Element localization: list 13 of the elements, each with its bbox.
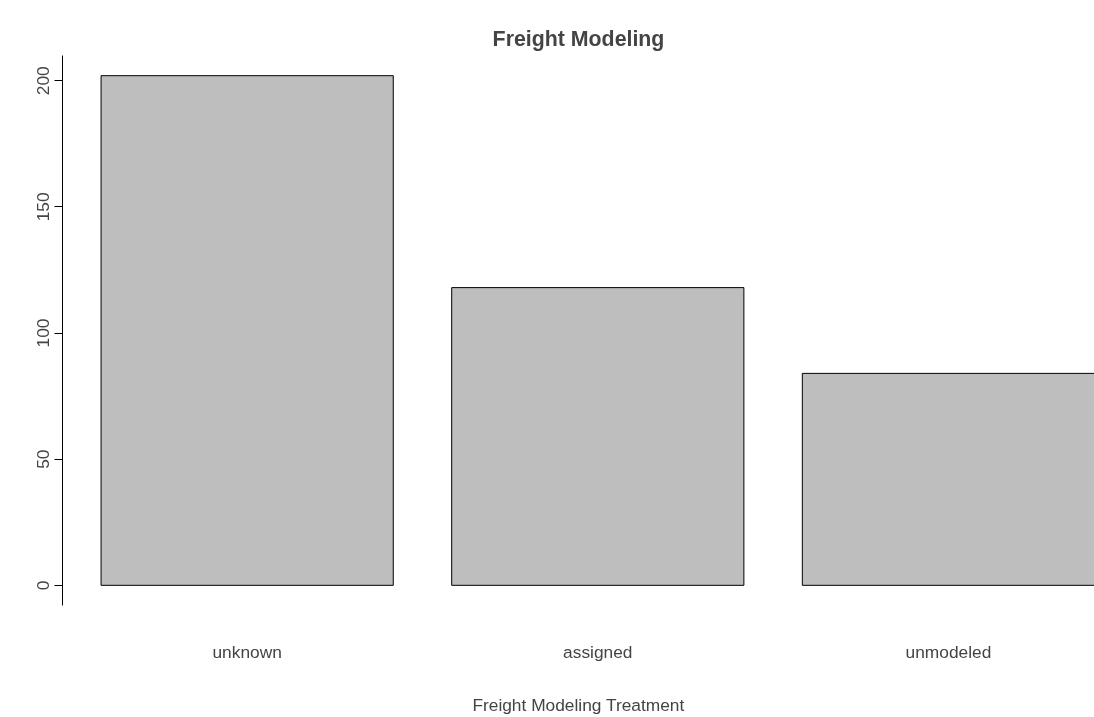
bar [801, 372, 1094, 586]
x-axis-title: Freight Modeling Treatment [472, 694, 685, 715]
x-tick-label: unmodeled [905, 641, 992, 662]
bar [451, 287, 745, 586]
x-tick-label: assigned [563, 641, 633, 662]
y-tick-label: 50 [33, 449, 54, 469]
y-tick-label: 0 [33, 580, 54, 591]
y-tick-label: 200 [33, 66, 54, 96]
bar [100, 75, 394, 586]
chart-title: Freight Modeling [492, 26, 665, 51]
y-tick-label: 150 [33, 192, 54, 222]
x-tick-label: unknown [212, 641, 282, 662]
y-tick-label: 100 [33, 318, 54, 348]
